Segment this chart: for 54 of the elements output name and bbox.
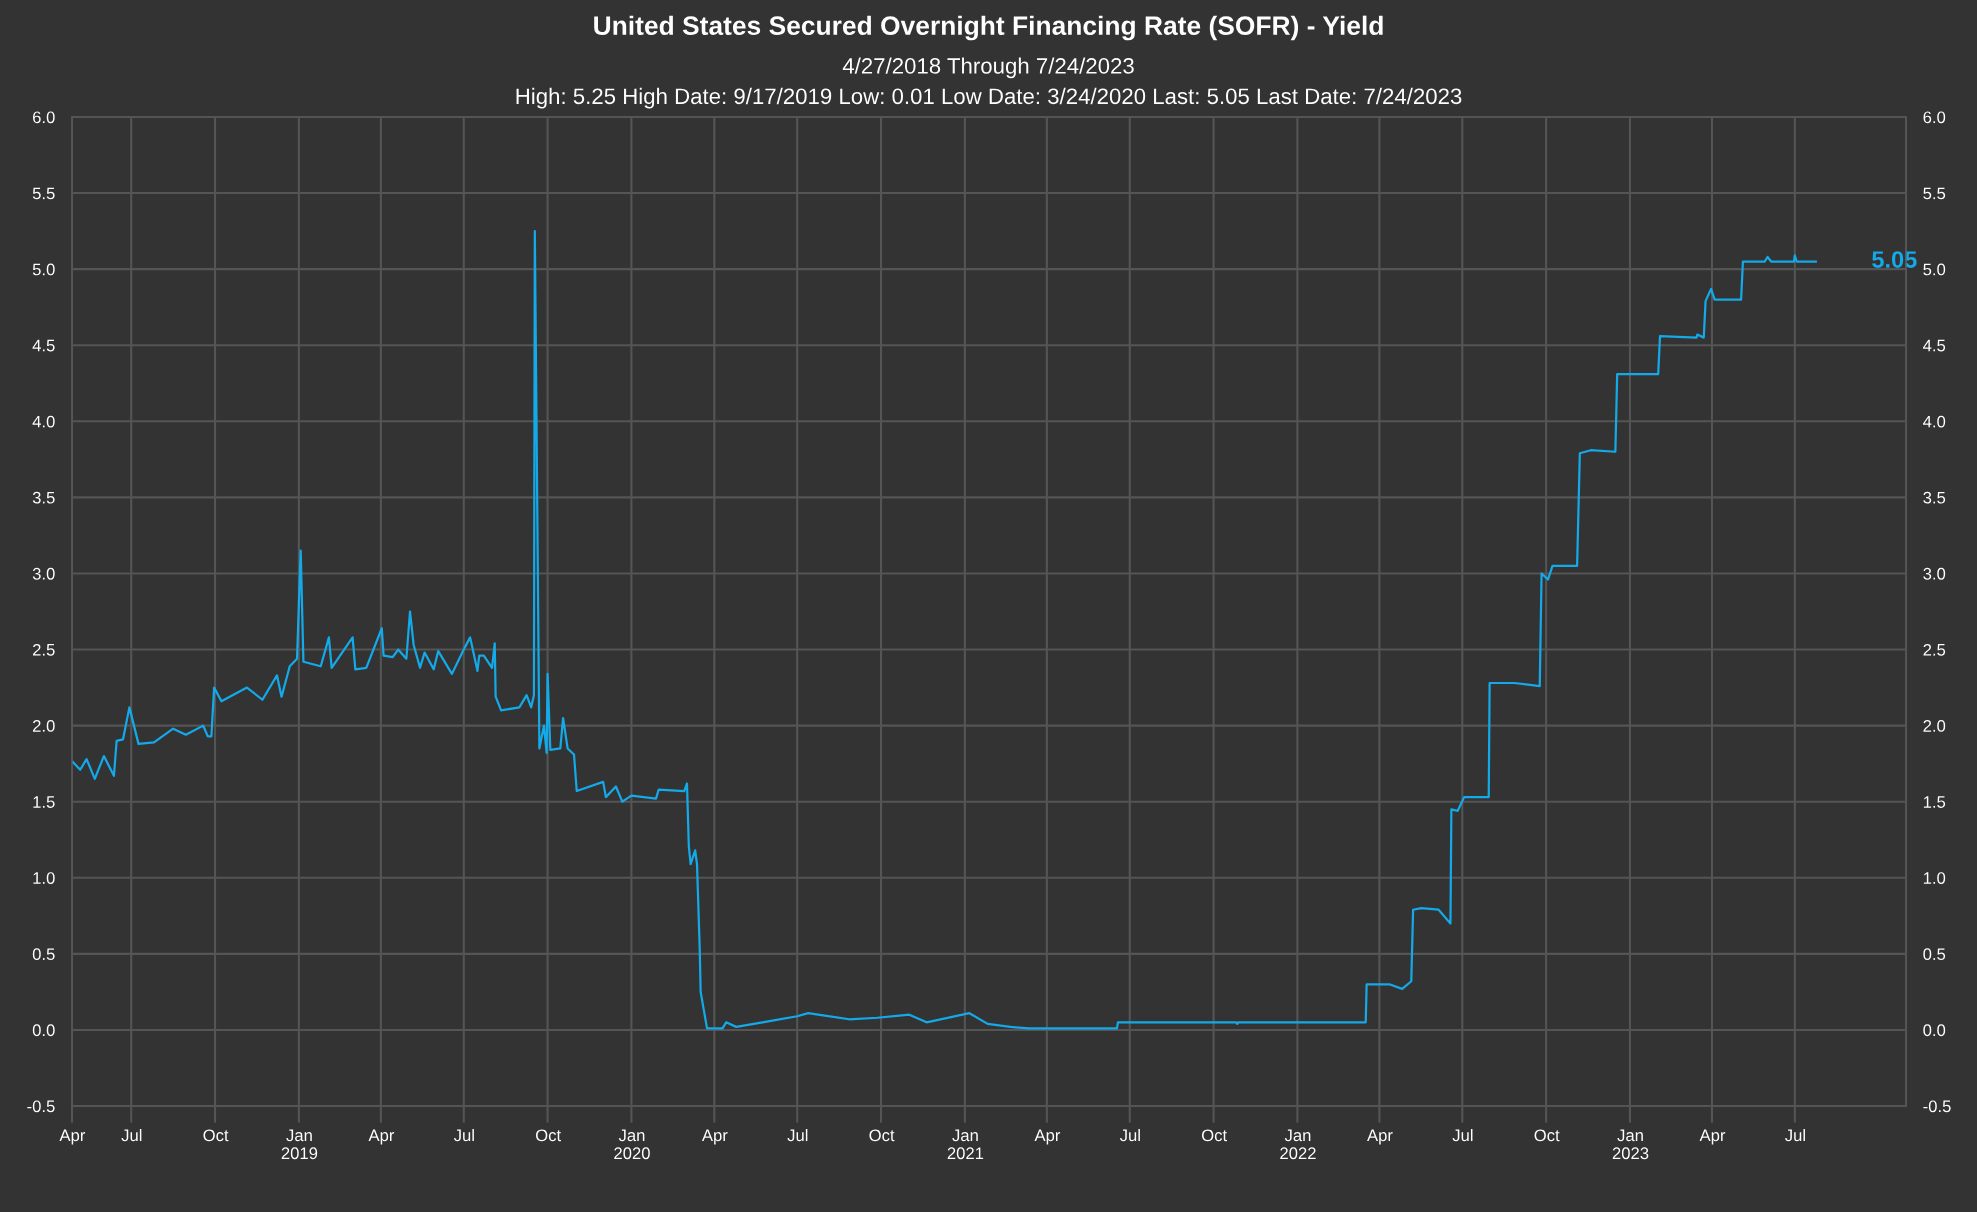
x-tick-label: Jan 2020 xyxy=(614,1129,650,1160)
y2-tick-label: 5.5 xyxy=(1923,187,1946,200)
x-tick-label: Oct xyxy=(869,1129,895,1142)
y2-tick-label: 3.5 xyxy=(1923,491,1946,504)
y2-tick-label: 2.0 xyxy=(1923,720,1946,732)
x-tick-label: Jan 2022 xyxy=(1280,1129,1316,1160)
x-tick-label: Apr xyxy=(1034,1129,1061,1145)
y2-tick-label: 6.0 xyxy=(1923,111,1946,124)
y2-tick-label: 0.0 xyxy=(1923,1024,1946,1037)
x-tick-label: Jul xyxy=(121,1128,142,1142)
x-tick-label: Apr xyxy=(368,1129,395,1145)
x-tick-label: Jan 2019 xyxy=(281,1129,318,1160)
y2-tick-label: 4.0 xyxy=(1923,415,1946,428)
y-tick-label: -0.5 xyxy=(27,1100,55,1113)
y-tick-label: 2.0 xyxy=(33,720,55,732)
x-tick-label: Jul xyxy=(453,1128,474,1142)
y2-tick-label: 4.5 xyxy=(1923,339,1946,352)
x-tick-label: Jul xyxy=(1785,1128,1805,1142)
y-tick-label: 5.0 xyxy=(32,263,55,276)
y2-tick-label: 0.5 xyxy=(1923,948,1946,961)
chart-title: United States Secured Overnight Financing Rate (SOFR) - Yield xyxy=(594,15,1383,41)
annotation: 5.05 xyxy=(1872,251,1917,268)
x-tick-label: Jul xyxy=(1119,1128,1140,1142)
x-tick-label: Apr xyxy=(59,1129,86,1145)
x-tick-label: Jul xyxy=(1452,1128,1473,1142)
y-tick-label: 5.5 xyxy=(32,187,55,200)
x-tick-label: Jan 2023 xyxy=(1612,1129,1649,1160)
x-tick-label: Apr xyxy=(701,1129,728,1145)
y-tick-label: 4.5 xyxy=(32,339,55,352)
x-tick-label: Oct xyxy=(1201,1129,1227,1142)
y2-tick-label: 2.5 xyxy=(1923,643,1946,656)
y2-tick-label: 1.0 xyxy=(1923,872,1946,884)
y-tick-label: 6.0 xyxy=(33,111,55,124)
x-tick-label: Oct xyxy=(203,1129,229,1142)
x-tick-label: Oct xyxy=(535,1129,562,1142)
y2-tick-label: 1.5 xyxy=(1923,796,1946,808)
y-tick-label: 3.0 xyxy=(32,567,55,580)
y-tick-label: 4.0 xyxy=(32,415,55,428)
y2-tick-label: 3.0 xyxy=(1923,567,1946,580)
y-tick-label: 0.5 xyxy=(32,948,55,961)
x-tick-label: Jan 2021 xyxy=(947,1129,984,1160)
y2-tick-label: -0.5 xyxy=(1923,1100,1951,1113)
chart-subtitle: 4/27/2018 Through 7/24/2023 High: 5.25 High Date: 9/17/2019 Low: 0.01 Low Date: 3/24/2020 Last: 5.05 Last Date: 7/24/2023 xyxy=(516,57,1462,109)
x-tick-label: Apr xyxy=(1367,1129,1393,1145)
line-series xyxy=(72,230,1817,1030)
y-tick-label: 1.5 xyxy=(33,796,55,808)
y2-tick-label: 5.0 xyxy=(1923,263,1946,276)
y-tick-label: 1.0 xyxy=(33,872,55,884)
x-tick-label: Jul xyxy=(787,1128,808,1142)
y-tick-label: 2.5 xyxy=(33,643,55,656)
y-tick-label: 3.5 xyxy=(32,491,55,504)
x-tick-label: Apr xyxy=(1699,1129,1726,1145)
y-tick-label: 0.0 xyxy=(32,1024,55,1037)
x-tick-label: Oct xyxy=(1534,1129,1560,1142)
